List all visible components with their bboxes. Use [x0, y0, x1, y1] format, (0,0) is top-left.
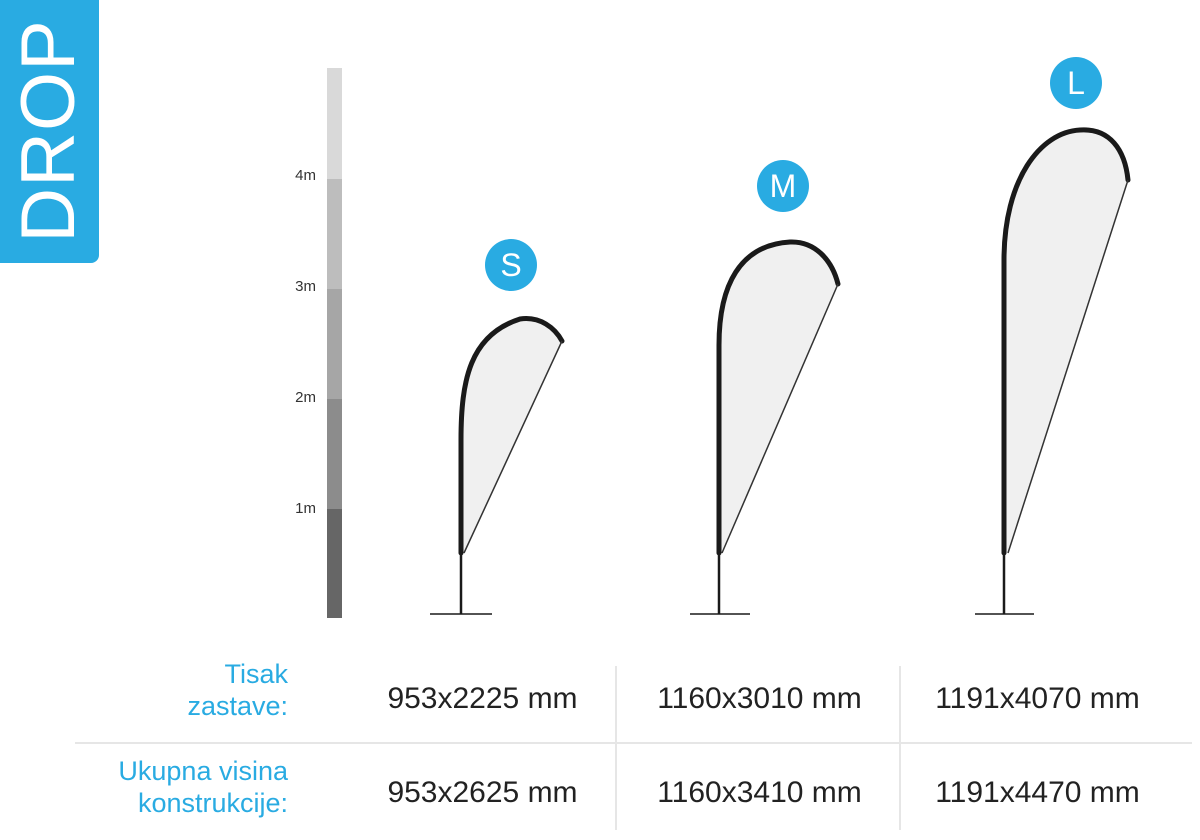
table-row-divider [75, 742, 1192, 744]
scale-tick-3m: 3m [295, 278, 316, 295]
flag-s-edge [463, 340, 563, 554]
height-scale-bar [327, 68, 342, 618]
table-column-divider [615, 666, 617, 830]
scale-segment [327, 509, 342, 618]
row-label-height-line1: Ukupna visina [118, 756, 288, 786]
row-label-height-line2: konstrukcije: [137, 788, 288, 818]
flag-l-edge [1007, 179, 1129, 554]
table-column-divider [899, 666, 901, 830]
scale-segment [327, 289, 342, 399]
title-tab: DROP [0, 0, 99, 263]
scale-tick-1m: 1m [295, 500, 316, 517]
table-cell-print-m: 1160x3010 mm [657, 682, 862, 715]
size-badge-s: S [485, 239, 537, 291]
table-cell-print-s: 953x2225 mm [387, 682, 578, 715]
flag-l-fabric [1004, 129, 1128, 553]
table-cell-height-s: 953x2625 mm [387, 776, 578, 809]
table-cell-height-l: 1191x4470 mm [935, 776, 1140, 809]
size-badge-m: M [757, 160, 809, 212]
table-cell-print-l: 1191x4070 mm [935, 682, 1140, 715]
row-label-print: Tisak zastave: [187, 658, 288, 722]
flag-m [690, 239, 841, 615]
scale-tick-4m: 4m [295, 167, 316, 184]
scale-segment [327, 399, 342, 509]
scale-segment [327, 68, 342, 179]
flag-s-pole-curve [458, 316, 565, 556]
flag-m-pole-curve [716, 239, 841, 556]
flag-s [430, 316, 565, 615]
scale-tick-2m: 2m [295, 389, 316, 406]
flag-m-fabric [719, 241, 838, 553]
row-label-print-line1: Tisak [224, 659, 288, 689]
flag-l-pole-curve [1001, 127, 1131, 556]
row-label-print-line2: zastave: [187, 691, 288, 721]
scale-segment [327, 179, 342, 289]
row-label-height: Ukupna visina konstrukcije: [118, 755, 288, 819]
table-cell-height-m: 1160x3410 mm [657, 776, 862, 809]
flag-m-edge [721, 283, 839, 554]
flag-l [975, 127, 1131, 615]
flags-illustration [430, 127, 1131, 615]
size-badge-l: L [1050, 57, 1102, 109]
flag-s-fabric [461, 318, 562, 553]
